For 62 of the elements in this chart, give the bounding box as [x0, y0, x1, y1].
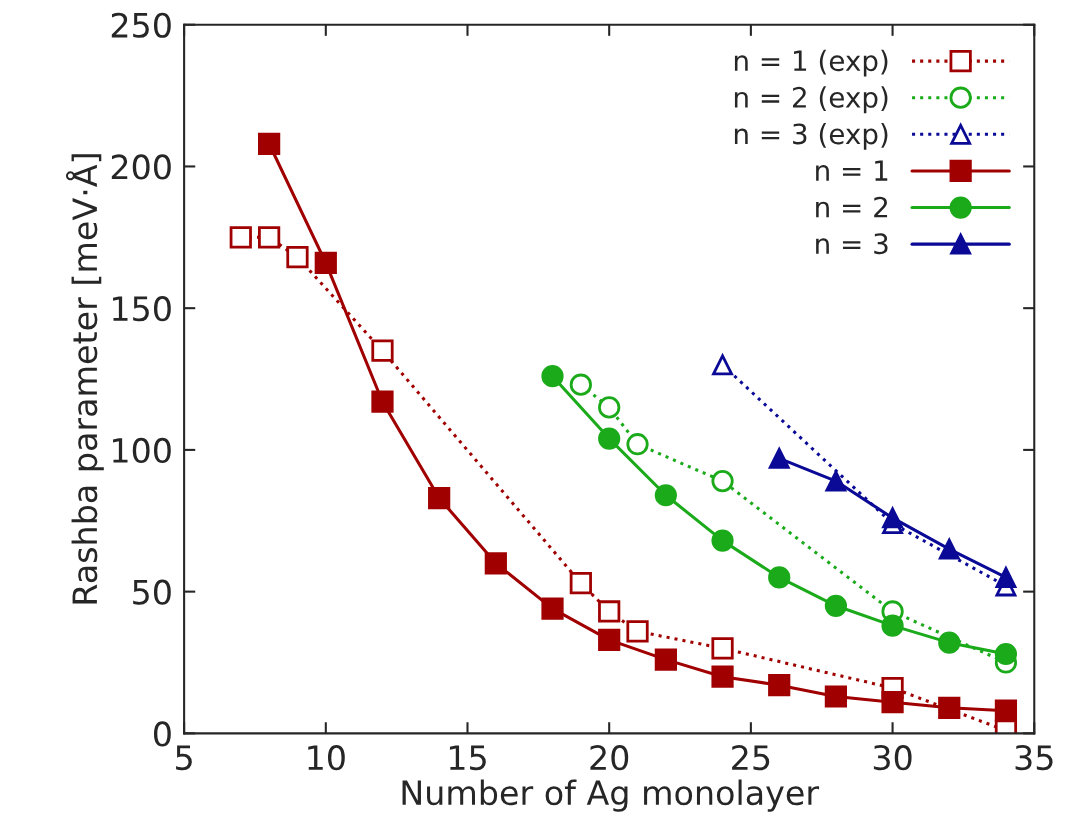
- x-tick-label: 30: [873, 745, 912, 771]
- point: [598, 396, 621, 419]
- x-tick-label: 5: [176, 745, 192, 771]
- point: [994, 642, 1018, 666]
- point: [626, 620, 649, 643]
- point: [711, 637, 734, 660]
- point: [938, 538, 960, 560]
- point: [314, 251, 337, 274]
- y-tick-label: 0: [153, 721, 171, 747]
- point: [598, 628, 621, 651]
- x-tick-label: 25: [732, 745, 770, 771]
- point: [229, 226, 252, 249]
- point: [768, 447, 790, 469]
- point: [881, 691, 904, 714]
- x-tick-label: 10: [308, 745, 345, 771]
- point: [258, 226, 281, 249]
- legend-label: n = 3: [816, 233, 888, 255]
- point: [824, 685, 848, 708]
- point: [286, 246, 309, 269]
- x-tick-label: 35: [1015, 745, 1053, 771]
- point: [824, 594, 848, 617]
- point: [569, 373, 592, 396]
- point: [541, 597, 564, 620]
- legend-label: n = 1 (exp): [734, 49, 888, 77]
- point: [428, 486, 451, 510]
- y-axis-title: Rashba parameter [meV·Å]: [65, 154, 104, 604]
- point: [938, 631, 961, 654]
- point: [371, 390, 394, 413]
- point: [654, 648, 677, 671]
- point: [881, 505, 904, 529]
- x-tick-label: 20: [590, 745, 629, 771]
- point: [994, 699, 1018, 722]
- legend-label: n = 3 (exp): [734, 122, 888, 150]
- point: [711, 529, 734, 552]
- point: [995, 567, 1017, 588]
- y-tick-label: 250: [111, 12, 171, 38]
- point: [371, 339, 394, 362]
- point: [938, 696, 961, 719]
- y-tick-label: 50: [133, 579, 171, 605]
- legend-label: n = 2 (exp): [734, 86, 888, 114]
- point: [598, 427, 621, 450]
- point: [825, 470, 847, 492]
- legend-label: n = 1: [816, 160, 888, 181]
- point: [881, 614, 904, 637]
- y-tick-label: 200: [111, 154, 171, 180]
- point: [484, 552, 507, 575]
- point: [712, 354, 733, 376]
- y-tick-label: 100: [113, 437, 171, 464]
- point: [654, 484, 677, 507]
- point: [541, 365, 564, 388]
- point: [626, 433, 649, 456]
- point: [711, 665, 734, 688]
- x-tick-label: 15: [449, 745, 486, 771]
- point: [768, 674, 791, 697]
- point: [598, 600, 621, 623]
- legend-label: n = 2: [816, 196, 888, 218]
- point: [768, 566, 791, 589]
- x-axis-title: Number of Ag monolayer: [402, 779, 820, 812]
- y-tick-label: 150: [113, 296, 171, 322]
- point: [569, 572, 592, 595]
- point: [258, 132, 281, 155]
- point: [711, 469, 734, 493]
